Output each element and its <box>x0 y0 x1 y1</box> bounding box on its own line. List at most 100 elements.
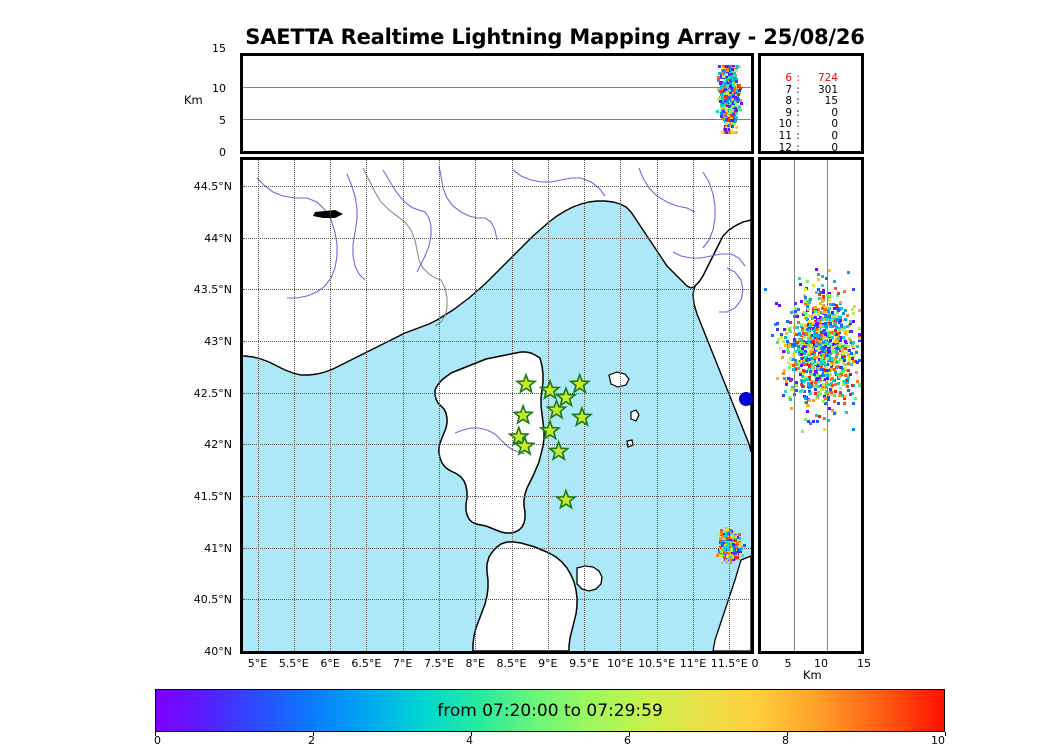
scatter-point <box>719 84 723 88</box>
scatter-point <box>737 92 741 96</box>
scatter-point <box>789 330 793 334</box>
coastal-feature <box>313 210 343 218</box>
scatter-point <box>837 308 841 312</box>
scatter-point <box>799 324 803 328</box>
scatter-point <box>718 72 722 76</box>
scatter-point <box>733 119 736 123</box>
scatter-point <box>832 317 836 321</box>
scatter-point <box>856 379 860 383</box>
scatter-point <box>829 330 832 334</box>
scatter-point <box>824 370 828 374</box>
scatter-point <box>785 379 789 383</box>
scatter-point <box>838 301 842 305</box>
scatter-point <box>801 389 805 392</box>
scatter-point <box>835 361 839 365</box>
scatter-point <box>813 306 817 310</box>
scatter-point <box>822 383 826 387</box>
scatter-point <box>722 554 726 558</box>
scatter-point <box>718 540 722 544</box>
scatter-point <box>827 268 831 272</box>
altitude-distance-panel <box>758 157 864 654</box>
scatter-point <box>795 363 798 367</box>
stats-station-count: 11 <box>778 129 792 142</box>
landmass-italy-south <box>712 555 751 651</box>
scatter-point <box>792 332 796 336</box>
scatter-point <box>820 338 824 342</box>
scatter-point <box>729 82 732 86</box>
scatter-point <box>804 333 808 337</box>
scatter-point <box>858 332 861 336</box>
scatter-point <box>811 379 815 383</box>
map-gridline-lon <box>692 160 694 651</box>
scatter-point <box>840 368 844 372</box>
scatter-point <box>826 419 830 423</box>
scatter-point <box>728 558 732 562</box>
scatter-point <box>843 337 847 341</box>
scatter-point <box>733 544 737 548</box>
scatter-point <box>824 402 828 406</box>
stats-station-count: 12 <box>778 141 792 154</box>
scatter-point <box>734 534 738 538</box>
scatter-point <box>812 398 816 402</box>
scatter-point <box>846 373 850 377</box>
scatter-point <box>716 533 720 537</box>
scatter-point <box>730 124 734 128</box>
scatter-point <box>834 304 838 308</box>
map-lon-tick: 7.5°E <box>423 657 454 670</box>
scatter-point <box>832 393 836 397</box>
scatter-point <box>809 350 813 354</box>
scatter-point <box>724 533 728 537</box>
scatter-point <box>806 334 810 337</box>
stats-row: 12: 0 <box>769 141 839 154</box>
altitude-longitude-panel <box>240 53 754 154</box>
scatter-point <box>729 542 733 546</box>
stats-value: 0 <box>831 118 838 131</box>
scatter-point <box>799 373 802 377</box>
scatter-point <box>803 355 807 359</box>
scatter-point <box>737 536 741 540</box>
scatter-point <box>845 378 848 382</box>
scatter-point <box>794 302 798 306</box>
scatter-point <box>720 92 723 96</box>
scatter-point <box>820 377 824 381</box>
scatter-point <box>720 112 724 116</box>
side-xtick-0: 0 <box>751 657 759 670</box>
scatter-point <box>847 270 851 274</box>
scatter-point <box>839 338 843 342</box>
scatter-point <box>855 370 858 374</box>
scatter-point <box>720 528 724 532</box>
scatter-point <box>811 306 815 310</box>
scatter-point <box>850 362 853 366</box>
scatter-point <box>722 109 726 113</box>
scatter-point <box>827 306 831 310</box>
scatter-point <box>824 305 828 309</box>
scatter-point <box>818 301 822 305</box>
scatter-point <box>798 347 802 351</box>
scatter-point <box>732 116 736 120</box>
scatter-point <box>829 302 833 306</box>
scatter-point <box>831 378 835 382</box>
scatter-point <box>726 124 730 128</box>
scatter-point <box>818 357 822 361</box>
scatter-point <box>842 352 845 356</box>
scatter-point <box>808 353 812 357</box>
scatter-point <box>808 320 812 324</box>
scatter-point <box>806 378 810 381</box>
scatter-point <box>826 329 829 332</box>
scatter-point <box>850 340 854 344</box>
scatter-point <box>838 387 842 391</box>
scatter-point <box>777 303 781 307</box>
scatter-point <box>716 554 720 558</box>
lma-station-star <box>554 385 578 408</box>
scatter-point <box>817 339 821 343</box>
map-lon-tick: 5.5°E <box>278 657 309 670</box>
scatter-point <box>803 350 807 353</box>
scatter-point <box>807 300 811 304</box>
map-gridline-lat <box>243 495 751 497</box>
scatter-point <box>790 407 794 411</box>
scatter-point <box>825 277 829 281</box>
scatter-point <box>719 80 723 84</box>
scatter-point <box>822 294 826 298</box>
scatter-point <box>828 298 832 302</box>
scatter-point <box>802 344 806 348</box>
